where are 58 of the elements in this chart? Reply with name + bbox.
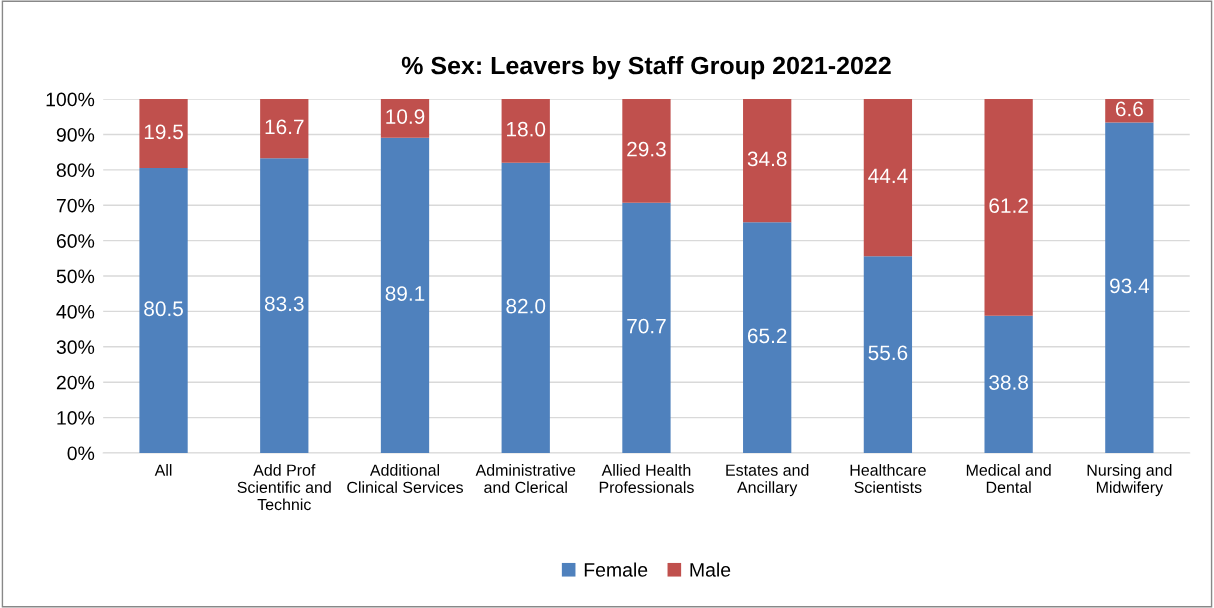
data-label: 44.4 xyxy=(868,168,908,184)
bar xyxy=(139,99,188,169)
x-tick-label: Additional Clinical Services xyxy=(347,464,464,494)
bar xyxy=(1105,122,1154,453)
x-tick-label: Healthcare Scientists xyxy=(850,464,926,494)
data-label: 61.2 xyxy=(989,198,1028,213)
bar xyxy=(984,99,1033,316)
y-tick-label: 20% xyxy=(56,375,95,390)
y-tick-label: 70% xyxy=(56,198,95,213)
data-label: 6.6 xyxy=(1115,101,1143,117)
data-label: 16.7 xyxy=(265,119,304,135)
bar xyxy=(380,137,430,453)
y-tick-label: 90% xyxy=(56,127,95,142)
bar xyxy=(139,168,188,453)
bar xyxy=(984,315,1033,453)
bar xyxy=(863,256,913,453)
bar xyxy=(863,99,913,257)
data-label: 83.3 xyxy=(264,296,304,312)
data-label: 82.0 xyxy=(506,298,546,314)
x-tick-label: Add Prof Scientific and Technic xyxy=(237,464,331,511)
bar xyxy=(260,158,309,453)
y-tick-label: 10% xyxy=(57,411,95,425)
y-tick-label: 30% xyxy=(56,340,95,355)
bar xyxy=(743,222,792,453)
data-label: 89.1 xyxy=(385,286,425,301)
y-tick-label: 60% xyxy=(56,234,95,248)
y-tick-label: 80% xyxy=(56,163,95,178)
bar xyxy=(743,99,792,223)
bar xyxy=(501,99,550,163)
x-tick-label: Medical and Dental xyxy=(966,464,1051,494)
bar xyxy=(622,202,671,453)
data-label: 93.4 xyxy=(1110,278,1150,294)
data-label: 19.5 xyxy=(144,124,183,140)
y-tick-label: 0% xyxy=(67,446,95,461)
x-tick-label: Allied Health Professionals xyxy=(599,464,694,494)
bar xyxy=(260,99,309,159)
legend-label: Female xyxy=(584,562,648,577)
legend-label: Male xyxy=(690,562,731,577)
data-label: 70.7 xyxy=(627,318,666,334)
y-tick-label: 50% xyxy=(56,269,95,284)
x-tick-label: Estates and Ancillary xyxy=(726,464,809,497)
bar xyxy=(622,99,671,203)
x-tick-label: All xyxy=(154,464,172,476)
bar xyxy=(380,99,430,138)
data-label: 34.8 xyxy=(747,151,787,167)
data-label: 18.0 xyxy=(507,121,546,137)
x-tick-label: Nursing and Midwifery xyxy=(1087,464,1172,497)
data-label: 29.3 xyxy=(627,141,666,157)
data-label: 65.2 xyxy=(747,328,787,344)
y-tick-label: 100% xyxy=(46,92,95,107)
data-label: 55.6 xyxy=(868,345,908,361)
chart-title: % Sex: Leavers by Staff Group 2021-2022 xyxy=(401,55,891,80)
y-tick-label: 40% xyxy=(56,304,95,319)
data-label: 10.9 xyxy=(386,109,425,124)
data-label: 38.8 xyxy=(989,375,1028,390)
data-label: 80.5 xyxy=(144,301,183,317)
x-tick-label: Administrative and Clerical xyxy=(475,464,576,494)
bar xyxy=(501,162,550,453)
